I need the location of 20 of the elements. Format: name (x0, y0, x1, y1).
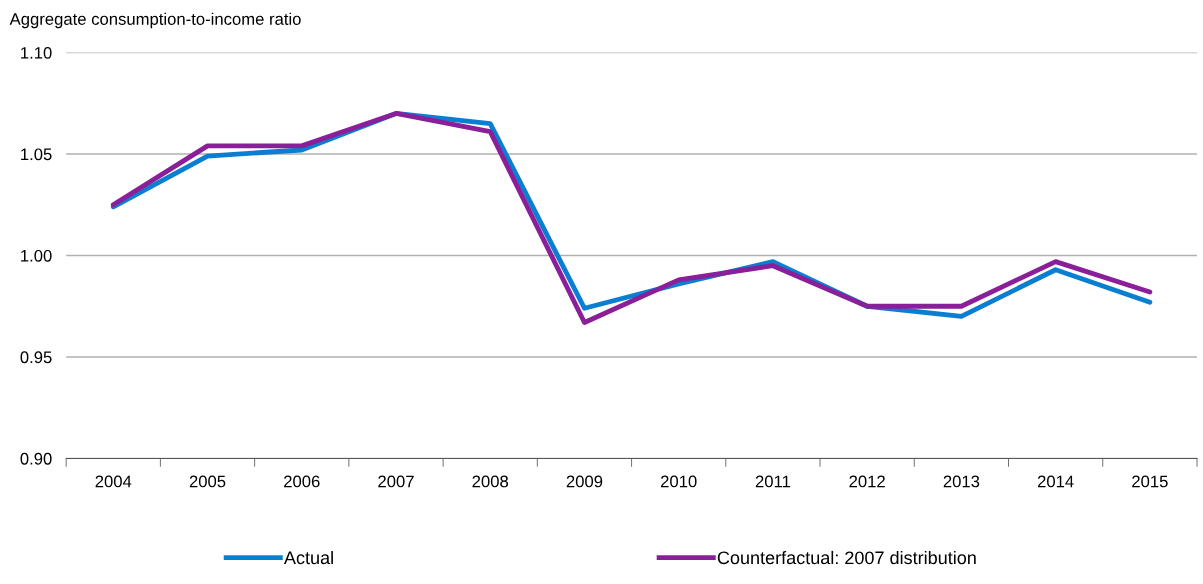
y-tick-label: 0.95 (20, 351, 52, 364)
x-tick-label: 2009 (566, 475, 603, 488)
legend-label: Actual (283, 550, 333, 565)
x-tick-label: 2006 (284, 475, 320, 488)
x-tick-label: 2015 (1132, 475, 1168, 488)
y-tick-label: 1.00 (21, 249, 52, 262)
x-tick-label: 2014 (1037, 475, 1074, 488)
x-tick-label: 2004 (95, 475, 132, 488)
x-tick-label: 2010 (660, 475, 697, 488)
y-axis-title: Aggregate consumption-to-income ratio (9, 12, 301, 29)
x-tick-label: 2008 (472, 475, 509, 488)
y-tick-label: 1.05 (21, 148, 52, 161)
legend-label: Counterfactual: 2007 distribution (717, 550, 976, 565)
y-tick-label: 1.10 (21, 46, 52, 59)
x-tick-label: 2007 (378, 475, 414, 488)
x-tick-label: 2012 (849, 475, 885, 488)
y-tick-label: 0.90 (20, 452, 52, 465)
x-tick-label: 2013 (943, 475, 980, 488)
x-tick-label: 2005 (189, 475, 226, 488)
x-tick-label: 2011 (755, 475, 791, 488)
